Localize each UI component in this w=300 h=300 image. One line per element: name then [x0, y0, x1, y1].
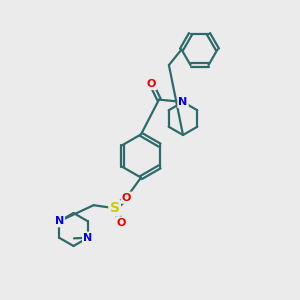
Text: O: O: [116, 218, 126, 228]
Text: N: N: [55, 216, 64, 226]
Text: S: S: [110, 201, 120, 215]
Text: O: O: [147, 79, 156, 89]
Text: N: N: [178, 97, 188, 107]
Text: O: O: [122, 193, 131, 203]
Text: N: N: [83, 233, 92, 243]
